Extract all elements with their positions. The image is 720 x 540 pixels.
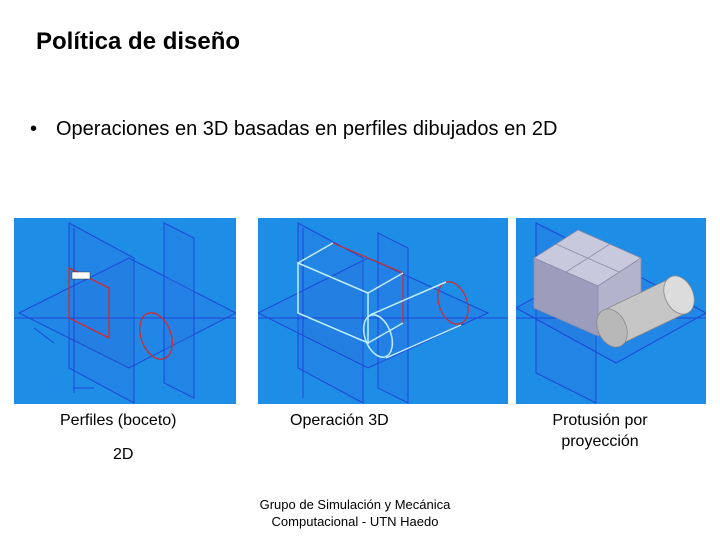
- footer: Grupo de Simulación y Mecánica Computaci…: [230, 496, 480, 530]
- caption-sketch-profiles: Perfiles (boceto): [60, 412, 177, 429]
- operation-3d-image: [258, 218, 508, 404]
- bullet-text: Operaciones en 3D basadas en perfiles di…: [56, 118, 558, 140]
- sketch-profiles-drawing: [14, 222, 236, 404]
- operation-3d-drawing: [258, 222, 508, 404]
- caption-protrusion: Protusión por proyección: [552, 412, 648, 450]
- caption-operation-3d: Operación 3D: [290, 412, 389, 429]
- slide-title: Política de diseño: [36, 28, 241, 55]
- footer-line-1: Grupo de Simulación y Mecánica: [259, 497, 451, 512]
- sketch-profiles-image: [14, 218, 236, 404]
- caption-sketch-2d: 2D: [113, 446, 134, 463]
- footer-line-2: Computacional - UTN Haedo: [271, 514, 439, 529]
- protrusion-image: [516, 218, 706, 404]
- protrusion-drawing: [516, 222, 706, 404]
- bullet-dot: •: [30, 118, 38, 140]
- bullet-item: • Operaciones en 3D basadas en perfiles d…: [30, 118, 557, 141]
